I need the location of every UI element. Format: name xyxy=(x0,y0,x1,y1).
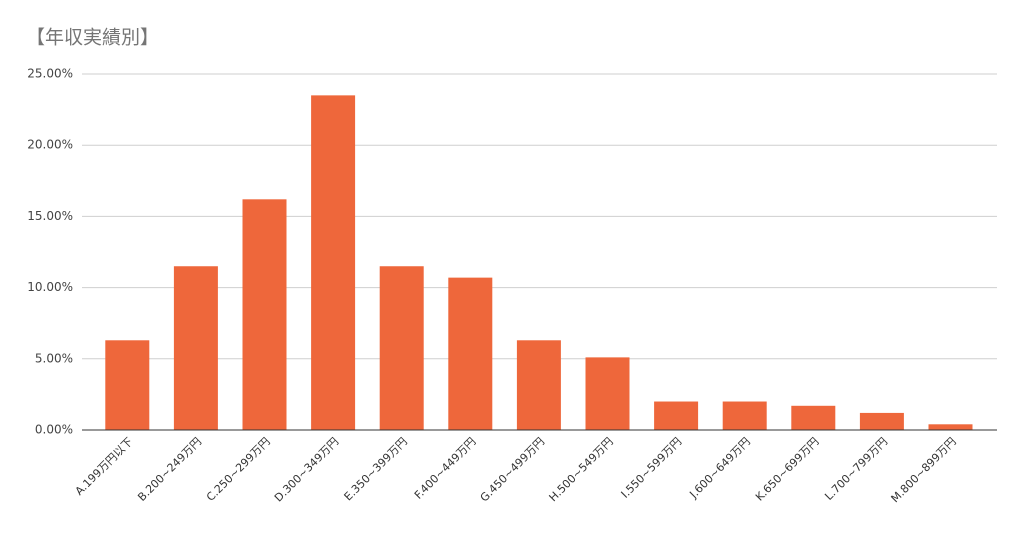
x-tick-label: H.500~549万円 xyxy=(547,435,616,504)
bar xyxy=(379,266,424,430)
bar xyxy=(105,340,150,430)
bar xyxy=(516,340,561,430)
x-tick-label: F.400~449万円 xyxy=(412,435,479,502)
bar xyxy=(859,412,904,430)
bar xyxy=(311,95,356,431)
chart-title: 【年収実績別】 xyxy=(26,27,159,49)
x-tick-label: D.300~349万円 xyxy=(272,435,341,504)
x-tick-label: M.800~899万円 xyxy=(889,435,959,505)
y-tick-label: 20.00% xyxy=(27,138,73,152)
bar xyxy=(722,401,767,430)
y-tick-label: 25.00% xyxy=(27,67,73,81)
x-tick-label: G.450~499万円 xyxy=(478,435,547,504)
x-tick-label: E.350~399万円 xyxy=(342,435,410,503)
bar xyxy=(791,405,836,430)
y-tick-label: 10.00% xyxy=(27,280,73,294)
y-tick-label: 15.00% xyxy=(27,209,73,223)
x-tick-label: K.650~699万円 xyxy=(753,435,822,504)
x-tick-label: L.700~799万円 xyxy=(822,435,890,503)
bar xyxy=(928,424,973,430)
x-tick-label: C.250~299万円 xyxy=(204,435,273,504)
y-tick-label: 0.00% xyxy=(35,423,73,437)
bar xyxy=(173,266,218,430)
y-tick-label: 5.00% xyxy=(35,351,73,365)
bar xyxy=(242,199,287,430)
x-tick-label: J.600~649万円 xyxy=(687,435,753,501)
x-tick-label: I.550~599万円 xyxy=(619,435,685,501)
bar xyxy=(448,277,493,430)
bar xyxy=(654,401,699,430)
x-tick-label: A.199万円以下 xyxy=(73,435,136,498)
x-tick-label: B.200~249万円 xyxy=(135,435,204,504)
bar xyxy=(585,357,630,430)
